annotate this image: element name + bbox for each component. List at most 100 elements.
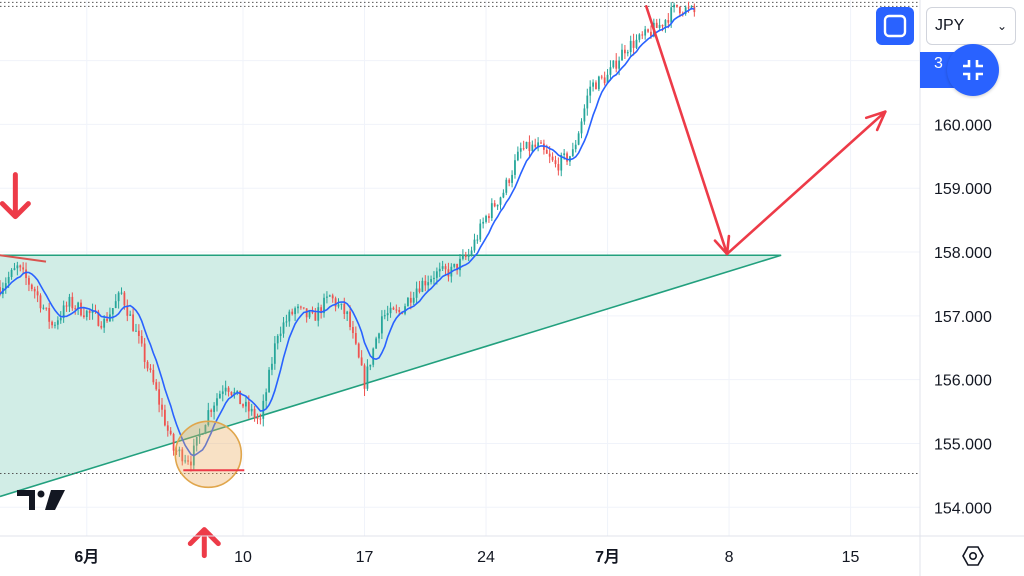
candle-123 xyxy=(354,333,357,344)
candle-148 xyxy=(427,282,430,286)
currency-select[interactable]: JPY ⌄ xyxy=(926,7,1016,45)
candle-90 xyxy=(259,418,262,420)
candle-5 xyxy=(13,268,16,270)
candle-227 xyxy=(655,22,658,28)
candle-34 xyxy=(97,311,100,326)
candle-233 xyxy=(673,4,675,8)
candle-155 xyxy=(447,269,450,277)
candle-140 xyxy=(404,306,406,314)
fullscreen-button[interactable] xyxy=(876,7,914,45)
candle-22 xyxy=(62,305,65,319)
candle-60 xyxy=(172,434,175,451)
candle-82 xyxy=(236,390,239,392)
candle-217 xyxy=(626,52,629,54)
projected-rise-arrow-head-0 xyxy=(864,110,887,120)
candle-109 xyxy=(314,312,317,321)
candle-52 xyxy=(149,368,152,370)
candle-214 xyxy=(618,60,621,69)
candle-81 xyxy=(233,391,236,395)
candle-80 xyxy=(230,391,233,395)
candle-187 xyxy=(540,142,542,144)
projected-drop-arrow-head-0 xyxy=(725,234,731,256)
candle-130 xyxy=(375,338,378,349)
candle-176 xyxy=(508,179,511,183)
candle-36 xyxy=(103,318,106,328)
candle-212 xyxy=(612,60,615,68)
candle-121 xyxy=(349,311,351,328)
settings-button[interactable] xyxy=(956,541,990,571)
projected-rise-arrow xyxy=(725,110,887,256)
candle-64 xyxy=(184,460,187,462)
candle-184 xyxy=(531,144,534,152)
candle-25 xyxy=(71,296,74,309)
candle-12 xyxy=(33,288,36,292)
chevron-down-icon: ⌄ xyxy=(996,19,1007,33)
candle-210 xyxy=(606,74,609,84)
collapse-button[interactable] xyxy=(947,44,999,96)
candle-31 xyxy=(88,310,91,313)
settings-icon xyxy=(962,546,984,566)
candle-103 xyxy=(297,306,299,309)
candle-105 xyxy=(302,307,305,309)
candle-49 xyxy=(140,336,143,344)
candle-158 xyxy=(456,263,459,271)
candle-108 xyxy=(311,311,314,313)
candle-165 xyxy=(476,239,479,241)
candle-159 xyxy=(459,258,461,271)
candle-113 xyxy=(326,296,328,298)
candle-147 xyxy=(424,280,427,286)
candle-21 xyxy=(59,318,62,321)
candle-224 xyxy=(647,29,649,32)
candle-19 xyxy=(54,324,56,326)
candle-129 xyxy=(372,348,375,365)
candle-209 xyxy=(603,77,606,84)
candle-74 xyxy=(213,405,215,412)
candle-122 xyxy=(352,327,354,334)
candle-0 xyxy=(0,287,1,295)
candle-88 xyxy=(253,408,256,418)
y-tick-label: 159.000 xyxy=(934,181,992,198)
candle-230 xyxy=(664,20,667,27)
candle-86 xyxy=(247,401,250,412)
candle-195 xyxy=(563,153,566,155)
candle-171 xyxy=(493,203,496,207)
candle-58 xyxy=(166,425,169,431)
candle-222 xyxy=(641,34,644,36)
candle-136 xyxy=(392,307,395,310)
candle-154 xyxy=(444,266,447,270)
candle-117 xyxy=(337,304,340,307)
candle-132 xyxy=(380,316,383,334)
candle-163 xyxy=(470,250,473,255)
candle-102 xyxy=(294,308,296,315)
candle-131 xyxy=(378,333,380,339)
candle-17 xyxy=(48,307,51,322)
candle-137 xyxy=(395,309,398,311)
candle-150 xyxy=(433,277,435,280)
candle-26 xyxy=(74,308,77,310)
candle-18 xyxy=(51,321,53,326)
candle-77 xyxy=(221,391,224,394)
candle-192 xyxy=(554,160,557,165)
candle-220 xyxy=(635,39,638,48)
triangle-pattern xyxy=(0,254,782,498)
candle-194 xyxy=(560,154,563,171)
x-tick-label: 24 xyxy=(477,549,495,566)
candle-57 xyxy=(164,409,166,426)
candle-174 xyxy=(502,192,505,198)
candle-225 xyxy=(650,31,652,37)
candle-85 xyxy=(245,401,247,407)
candle-153 xyxy=(441,266,444,269)
candle-134 xyxy=(386,313,389,316)
y-tick-label: 157.000 xyxy=(934,309,992,326)
candle-46 xyxy=(132,314,134,331)
x-tick-label: 15 xyxy=(842,549,860,566)
candle-170 xyxy=(490,203,493,219)
candle-202 xyxy=(583,108,586,122)
candle-9 xyxy=(25,269,27,279)
candle-135 xyxy=(389,307,392,314)
candle-20 xyxy=(56,320,59,325)
candle-126 xyxy=(363,365,366,389)
tradingview-logo-icon xyxy=(17,490,65,510)
candle-65 xyxy=(187,460,189,462)
